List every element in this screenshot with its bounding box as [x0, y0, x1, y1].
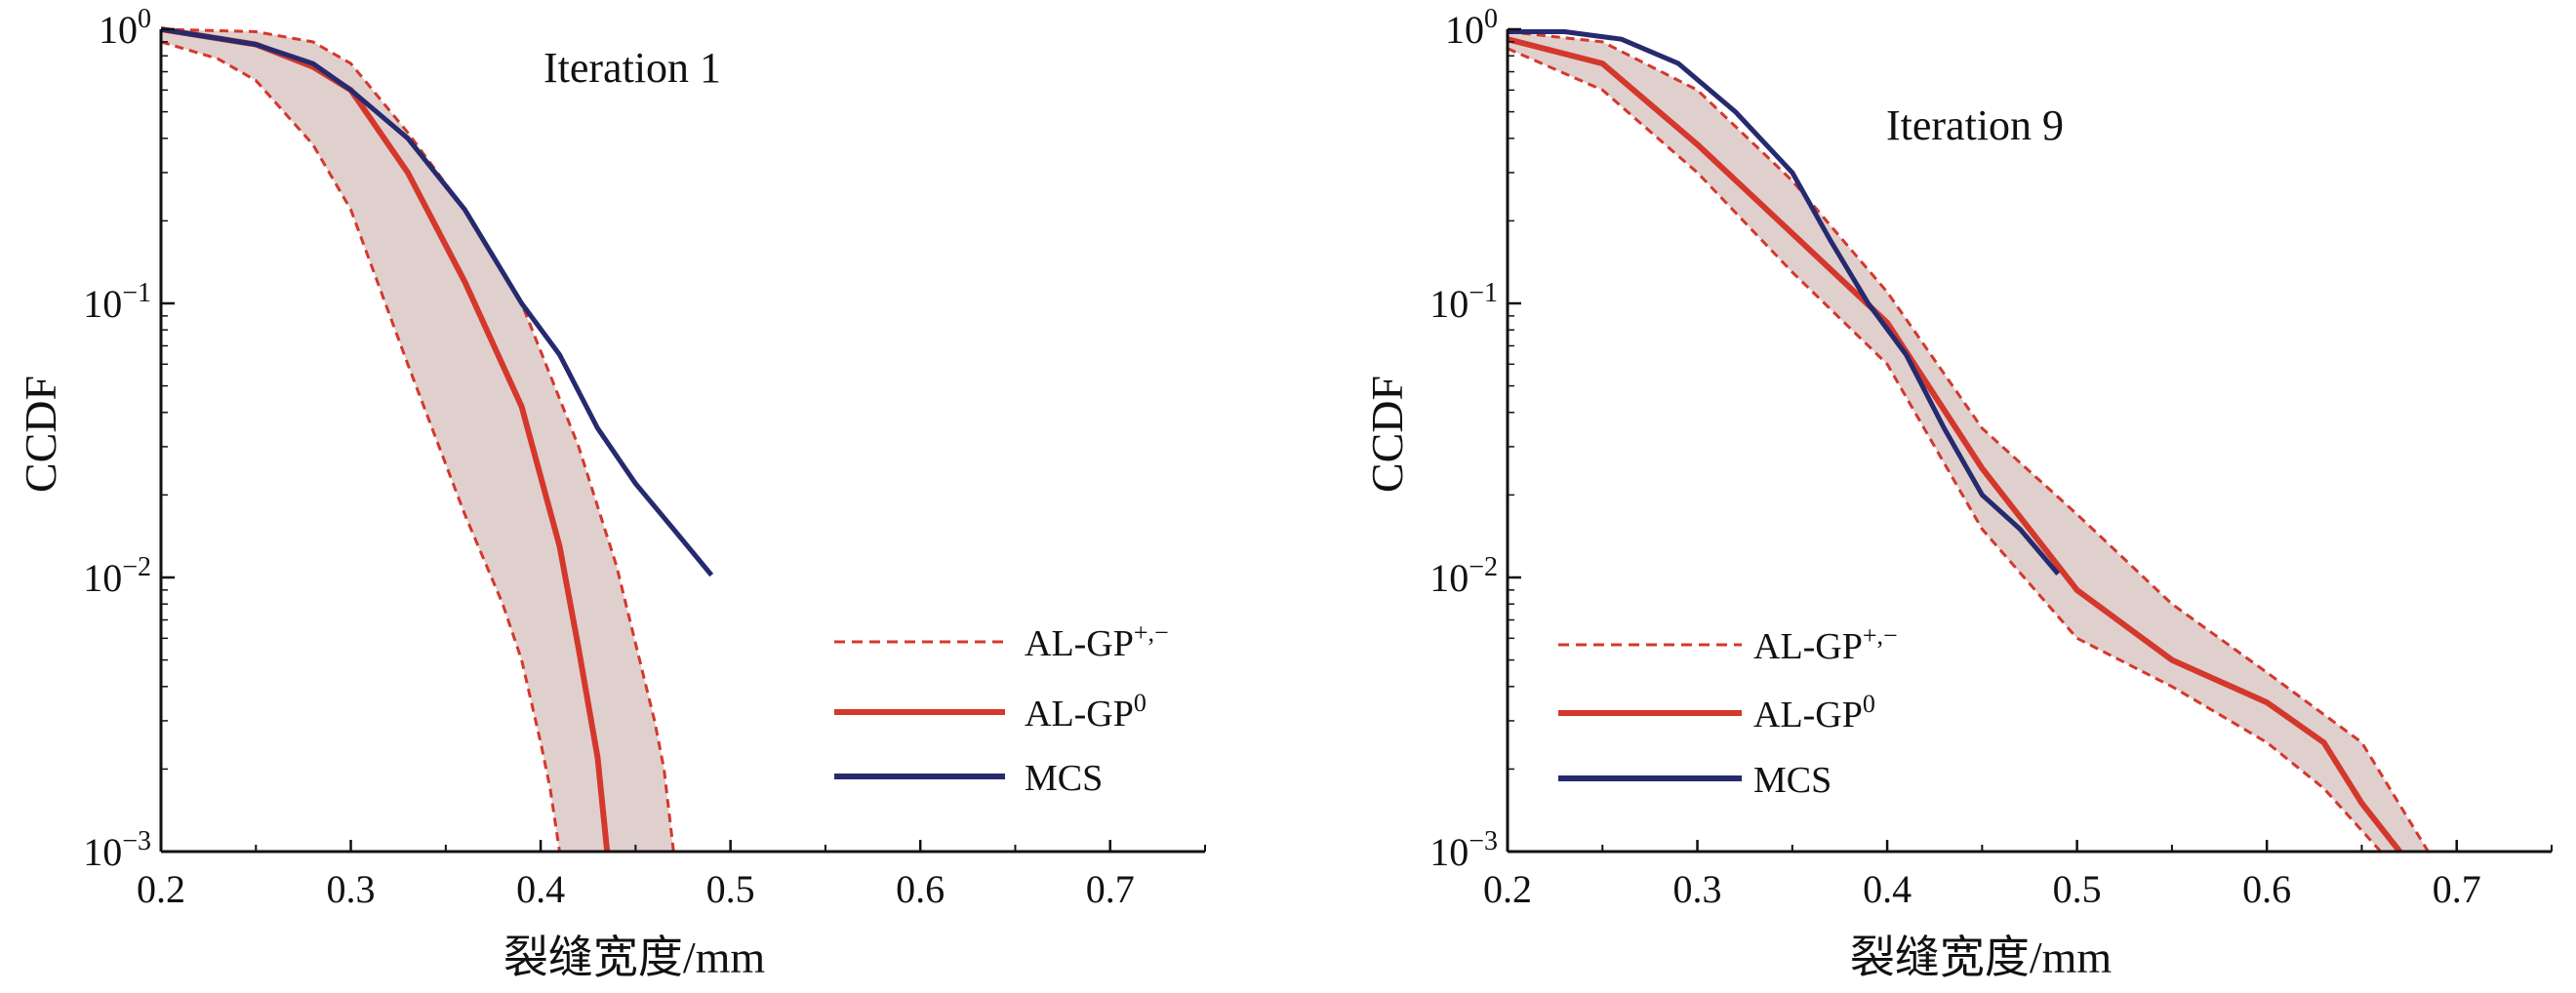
al-gp-lower-bound-line: [160, 40, 561, 853]
legend-label-1: AL-GP+,−: [1753, 621, 1898, 667]
legend-label-superscript: 0: [1134, 689, 1147, 717]
legend-label-superscript: +,−: [1134, 618, 1169, 647]
y-axis-label: CCDF: [1362, 376, 1412, 493]
al-gp-upper-bound-line: [1507, 30, 2430, 853]
mcs-line: [160, 26, 714, 577]
y-tick-base: 10: [1429, 556, 1469, 600]
legend-label-base: MCS: [1753, 760, 1831, 801]
legend-label-3: MCS: [1025, 758, 1103, 799]
y-tick-exponent: −3: [122, 826, 151, 856]
x-tick-label: 0.2: [1483, 867, 1532, 911]
legend-label-base: AL-GP: [1025, 623, 1134, 664]
y-tick-label: 10−2: [1429, 552, 1498, 600]
y-tick-label: 10−1: [1429, 278, 1498, 326]
panel-title: Iteration 1: [543, 44, 721, 92]
legend-label-base: AL-GP: [1753, 626, 1863, 667]
legend-label-base: AL-GP: [1025, 694, 1134, 735]
legend-label-3: MCS: [1753, 760, 1831, 801]
al-gp-upper-bound-line: [160, 27, 675, 853]
legend-label-superscript: +,−: [1863, 621, 1898, 650]
al-gp-lower-bound-line: [1507, 47, 2383, 854]
y-tick-exponent: −2: [122, 552, 151, 582]
x-tick-label: 0.7: [1086, 867, 1135, 911]
y-tick-exponent: 0: [1484, 4, 1498, 34]
legend-label-1: AL-GP+,−: [1025, 618, 1169, 664]
y-tick-base: 10: [1445, 8, 1484, 52]
legend-label-base: MCS: [1025, 758, 1103, 799]
y-tick-base: 10: [83, 830, 122, 874]
y-tick-base: 10: [99, 8, 138, 52]
y-axis-label: CCDF: [16, 376, 65, 493]
x-tick-label: 0.4: [516, 867, 565, 911]
y-tick-exponent: −3: [1469, 826, 1498, 856]
x-tick-label: 0.3: [327, 867, 376, 911]
y-tick-exponent: 0: [138, 4, 151, 34]
y-tick-exponent: −1: [1469, 278, 1498, 308]
y-tick-exponent: −2: [1469, 552, 1498, 582]
al-gp0-line: [1507, 36, 2402, 854]
y-tick-label: 10−3: [1429, 826, 1498, 874]
legend-label-2: AL-GP0: [1025, 689, 1147, 735]
mcs-line: [1508, 29, 2061, 576]
legend-label-base: AL-GP: [1753, 695, 1863, 735]
y-tick-base: 10: [83, 282, 122, 326]
x-axis-label: 裂缝宽度/mm: [1850, 933, 2113, 982]
y-tick-label: 10−3: [83, 826, 151, 874]
y-tick-label: 10−1: [83, 278, 151, 326]
legend-label-superscript: 0: [1863, 690, 1875, 718]
chart-panel-1: 0.2 0.3 0.4 0.5 0.6 0.710−310−210−1100裂缝宽度/mm…: [16, 4, 1206, 982]
y-tick-base: 10: [1429, 282, 1469, 326]
panel-title: Iteration 9: [1886, 101, 2064, 149]
chart-panels: 0.2 0.3 0.4 0.5 0.6 0.710−310−210−1100裂缝宽度/mm…: [16, 4, 2553, 982]
y-tick-base: 10: [83, 556, 122, 600]
x-tick-label: 0.6: [2242, 867, 2291, 911]
confidence-band: [161, 29, 674, 852]
x-tick-label: 0.4: [1863, 867, 1912, 911]
y-tick-label: 100: [99, 4, 151, 52]
y-tick-label: 10−2: [83, 552, 151, 600]
x-axis-label: 裂缝宽度/mm: [503, 933, 766, 982]
x-tick-label: 0.5: [706, 867, 755, 911]
x-tick-label: 0.5: [2053, 867, 2102, 911]
y-tick-label: 100: [1445, 4, 1498, 52]
y-tick-exponent: −1: [122, 278, 151, 308]
chart-panel-2: 0.2 0.3 0.4 0.5 0.6 0.710−310−210−1100裂缝宽度/mm…: [1362, 4, 2553, 982]
y-tick-base: 10: [1429, 830, 1469, 874]
x-tick-label: 0.6: [896, 867, 945, 911]
x-tick-label: 0.7: [2433, 867, 2481, 911]
x-tick-label: 0.3: [1673, 867, 1722, 911]
legend-label-2: AL-GP0: [1753, 690, 1875, 735]
x-tick-label: 0.2: [137, 867, 185, 911]
